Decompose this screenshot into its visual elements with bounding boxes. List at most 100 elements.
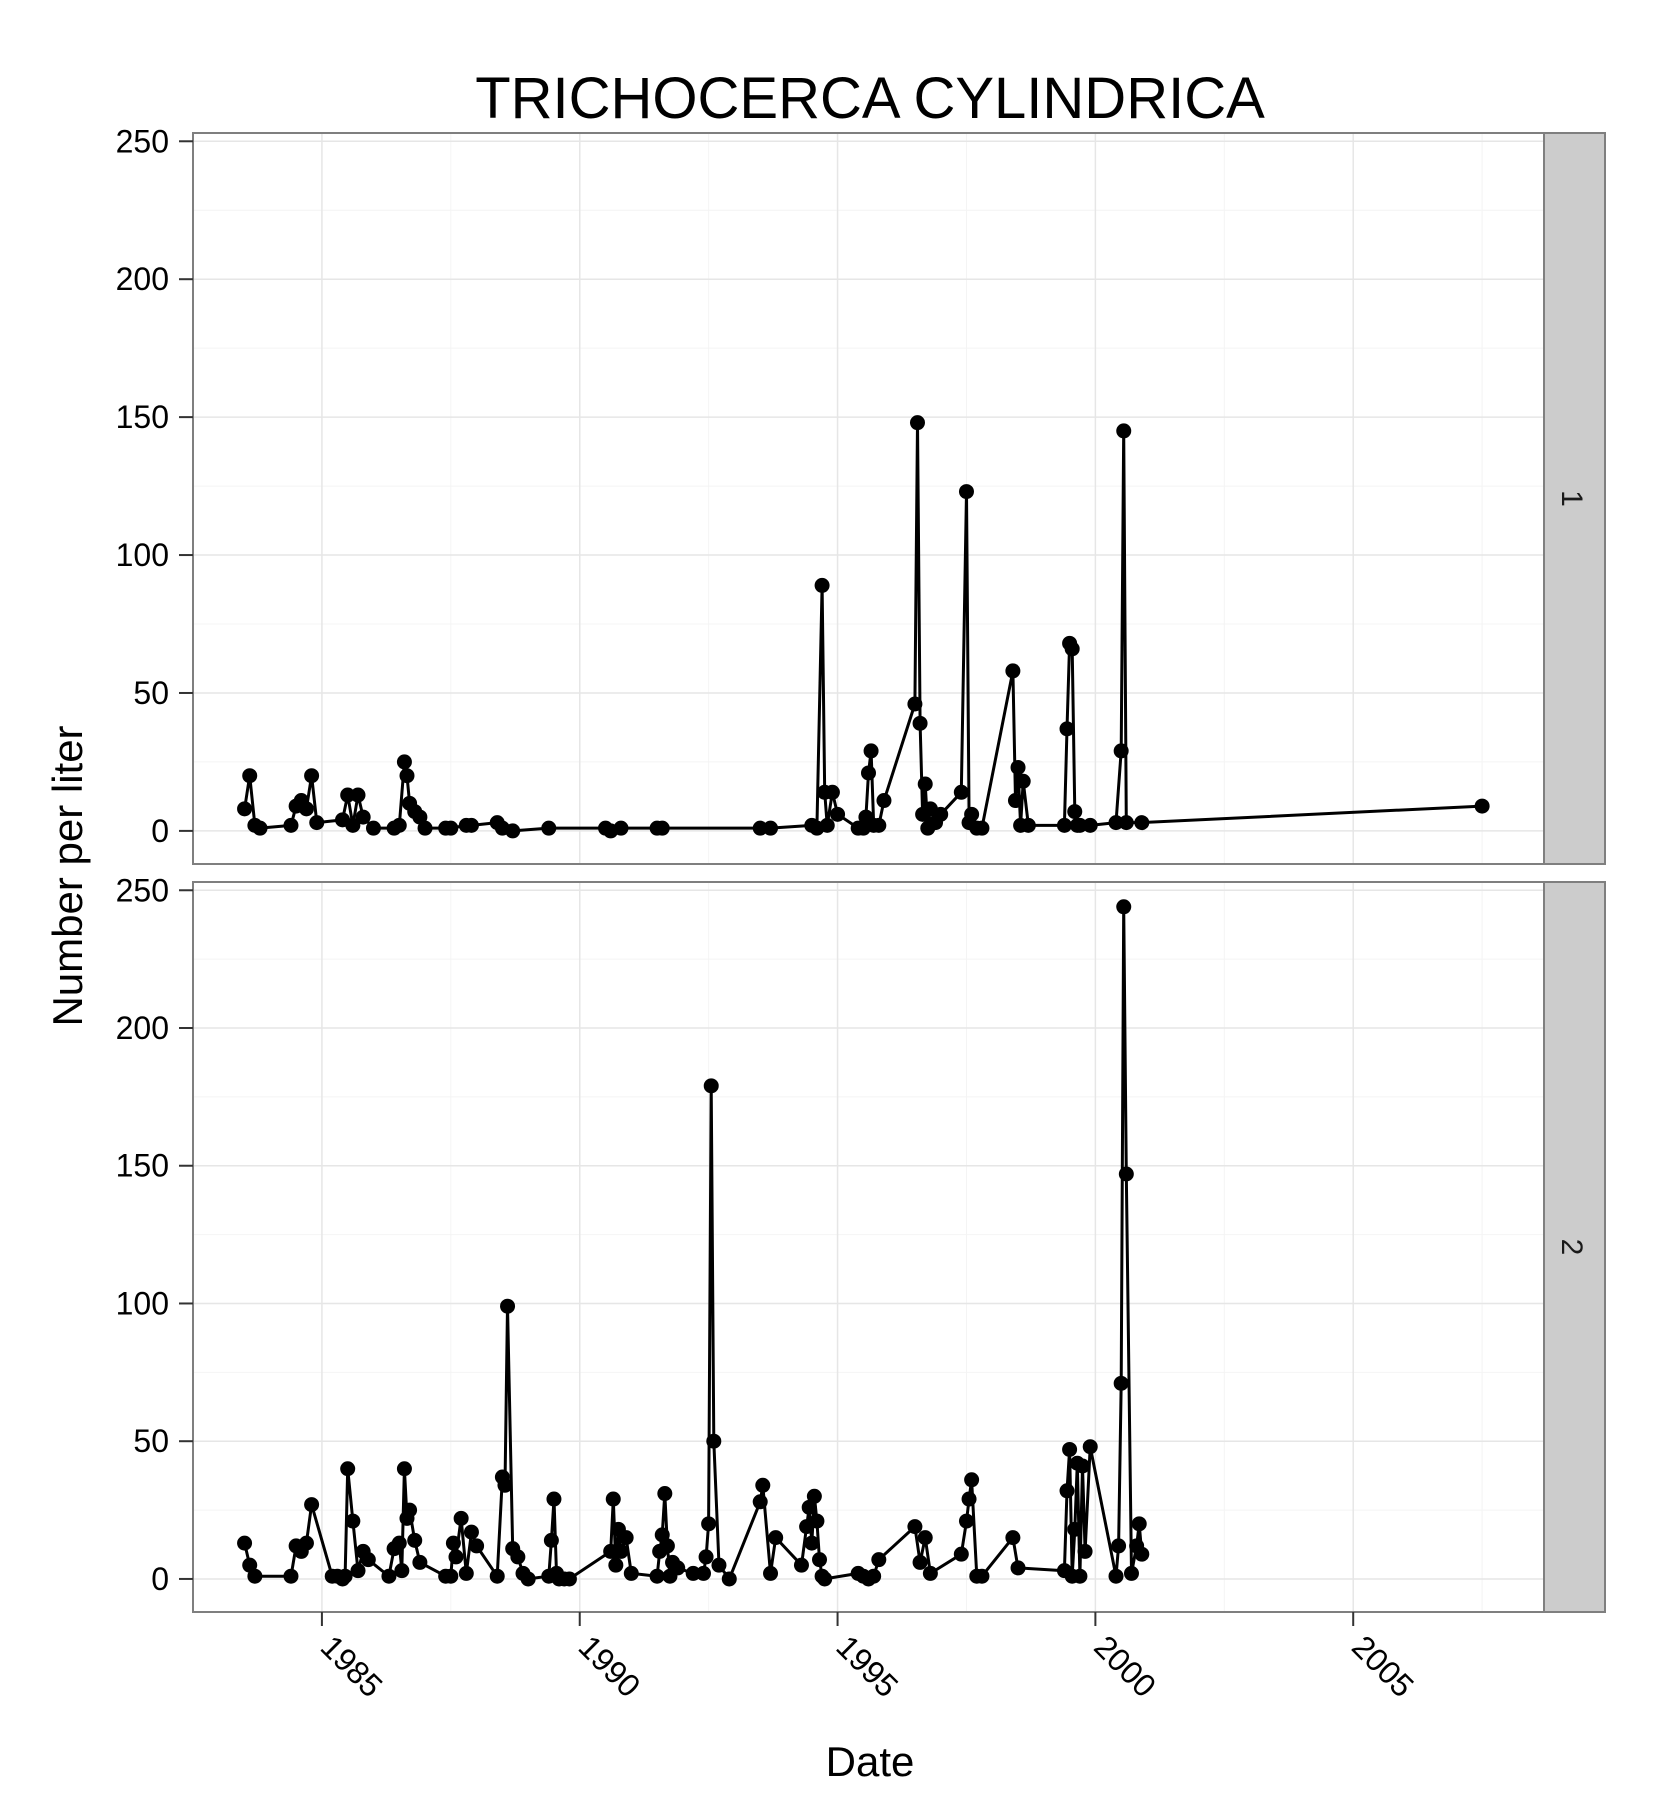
data-point: [1123, 1565, 1139, 1581]
y-tick-label: 200: [116, 261, 169, 297]
data-point: [871, 817, 887, 833]
data-point: [242, 768, 258, 784]
data-point: [958, 1513, 974, 1529]
data-point: [1082, 817, 1098, 833]
y-tick-label: 0: [151, 813, 169, 849]
data-point: [1111, 1538, 1127, 1554]
data-point: [1015, 773, 1031, 789]
data-point: [605, 1491, 621, 1507]
data-point: [345, 1513, 361, 1529]
data-point: [283, 1568, 299, 1584]
data-point: [304, 1497, 320, 1513]
data-point: [394, 1563, 410, 1579]
data-point: [445, 1535, 461, 1551]
data-point: [670, 1560, 686, 1576]
data-point: [603, 1543, 619, 1559]
data-point: [1118, 1166, 1134, 1182]
data-point: [964, 1472, 980, 1488]
data-point: [953, 1546, 969, 1562]
data-point: [695, 1565, 711, 1581]
data-point: [463, 817, 479, 833]
data-point: [763, 1565, 779, 1581]
data-point: [909, 415, 925, 431]
data-point: [912, 715, 928, 731]
data-point: [391, 1535, 407, 1551]
facet-panel-2: 0 50 100 150 200 250 2: [116, 872, 1606, 1613]
data-point: [1131, 1516, 1147, 1532]
data-point: [793, 1557, 809, 1573]
data-point: [453, 1510, 469, 1526]
data-point: [917, 1530, 933, 1546]
data-point: [819, 817, 835, 833]
data-point: [659, 1538, 675, 1554]
data-point: [1108, 815, 1124, 831]
data-point: [917, 776, 933, 792]
data-point: [520, 1571, 536, 1587]
data-point: [863, 743, 879, 759]
data-point: [1062, 1441, 1078, 1457]
data-point: [448, 1549, 464, 1565]
data-point: [561, 1571, 577, 1587]
data-point: [443, 1568, 459, 1584]
data-point: [809, 1513, 825, 1529]
data-point: [407, 1532, 423, 1548]
data-point: [543, 1532, 559, 1548]
data-point: [1474, 798, 1490, 814]
data-point: [391, 817, 407, 833]
data-point: [505, 823, 521, 839]
data-point: [1077, 1543, 1093, 1559]
data-point: [298, 801, 314, 817]
data-point: [1074, 1458, 1090, 1474]
data-point: [396, 1461, 412, 1477]
data-point: [958, 484, 974, 500]
data-point: [1108, 1568, 1124, 1584]
data-point: [1116, 423, 1132, 439]
data-point: [497, 1477, 513, 1493]
y-tick-label: 150: [116, 1148, 169, 1184]
data-point: [1072, 1568, 1088, 1584]
data-point: [1064, 641, 1080, 657]
data-point: [443, 820, 459, 836]
data-point: [402, 1502, 418, 1518]
data-point: [1116, 899, 1132, 915]
data-point: [623, 1565, 639, 1581]
data-point: [1134, 1546, 1150, 1562]
y-tick-label: 250: [116, 123, 169, 159]
data-point: [417, 820, 433, 836]
data-point: [861, 765, 876, 781]
data-point: [755, 1477, 771, 1493]
data-point: [489, 1568, 505, 1584]
data-point: [1005, 663, 1021, 679]
data-point: [1113, 1375, 1129, 1391]
data-point: [649, 1568, 665, 1584]
data-point: [350, 787, 366, 803]
data-point: [1067, 1521, 1083, 1537]
x-axis-title: Date: [826, 1738, 915, 1785]
data-point: [701, 1516, 717, 1532]
data-point: [237, 1535, 253, 1551]
data-point: [812, 1552, 828, 1568]
facet-strip-label: 2: [1555, 1239, 1588, 1256]
y-tick-label: 50: [133, 675, 169, 711]
data-point: [237, 801, 253, 817]
data-point: [1005, 1530, 1021, 1546]
data-point: [469, 1538, 485, 1554]
data-point: [1134, 815, 1150, 831]
data-point: [806, 1488, 822, 1504]
data-point: [360, 1552, 376, 1568]
facet-strip: [1543, 881, 1606, 1613]
data-point: [907, 1519, 923, 1535]
data-point: [1020, 817, 1036, 833]
data-point: [907, 696, 923, 712]
data-point: [657, 1486, 673, 1502]
y-axis-title: Number per liter: [44, 725, 91, 1026]
data-point: [458, 1565, 474, 1581]
facet-strip-label: 1: [1555, 490, 1588, 507]
data-point: [974, 1568, 990, 1584]
panel-background: [193, 882, 1544, 1612]
data-point: [463, 1524, 479, 1540]
data-point: [381, 1568, 397, 1584]
data-point: [340, 787, 356, 803]
